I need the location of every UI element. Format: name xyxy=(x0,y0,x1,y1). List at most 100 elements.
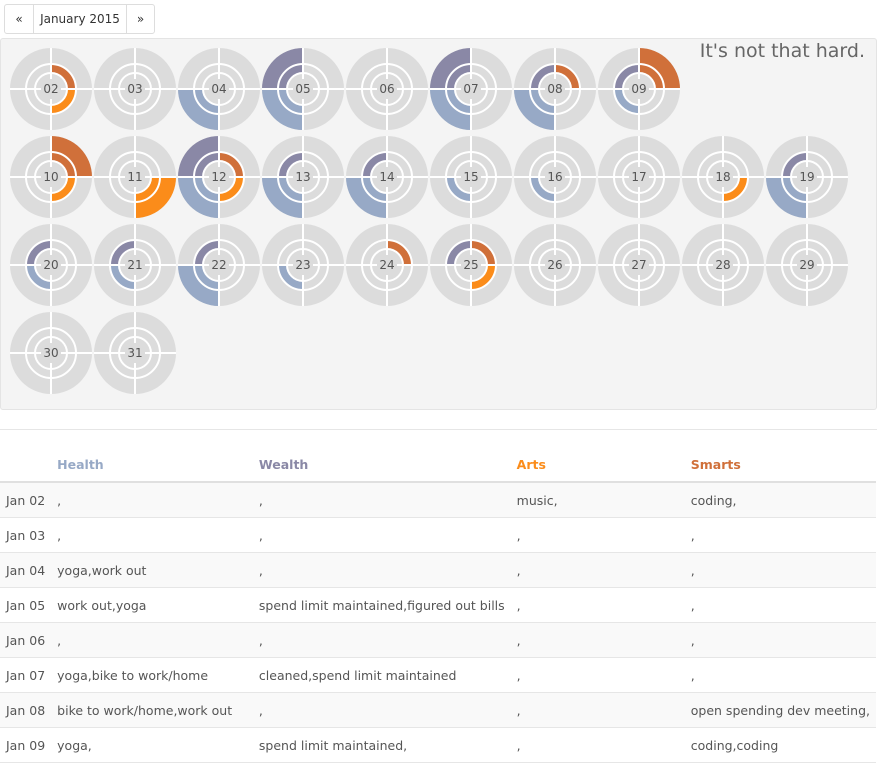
day-number: 29 xyxy=(799,258,814,272)
calendar-day-23[interactable]: 23 xyxy=(262,224,344,306)
calendar-day-13[interactable]: 13 xyxy=(262,136,344,218)
day-number: 17 xyxy=(631,170,646,184)
health-segment xyxy=(262,89,303,130)
health-segment xyxy=(178,177,219,218)
current-month-button[interactable]: January 2015 xyxy=(34,5,127,33)
cell-wealth: cleaned,spend limit maintained xyxy=(252,657,511,693)
wealth-segment xyxy=(110,240,135,265)
table-row: Jan 08 bike to work/home,work out,, open s… xyxy=(0,692,876,728)
calendar-day-10[interactable]: 10 xyxy=(10,136,92,218)
day-center xyxy=(293,255,313,275)
day-number: 28 xyxy=(715,258,730,272)
table-row: Jan 07 yoga,bike to work/home cleaned,spen… xyxy=(0,657,876,693)
next-month-button[interactable]: » xyxy=(136,12,145,26)
calendar-day-21[interactable]: 21 xyxy=(94,224,176,306)
calendar-day-17[interactable]: 17 xyxy=(598,136,680,218)
arts-segment xyxy=(135,177,176,218)
cell-arts: , xyxy=(510,552,685,588)
cell-smarts: open spending dev meeting, xyxy=(684,692,876,728)
arts-segment xyxy=(51,177,76,202)
calendar-day-19[interactable]: 19 xyxy=(766,136,848,218)
calendar-day-07[interactable]: 07 xyxy=(430,48,512,130)
calendar-day-11[interactable]: 11 xyxy=(94,136,176,218)
cell-health: work out,yoga xyxy=(51,587,253,623)
calendar-day-27[interactable]: 27 xyxy=(598,224,680,306)
calendar-day-04[interactable]: 04 xyxy=(178,48,260,130)
day-center xyxy=(293,79,313,99)
wealth-segment xyxy=(530,64,555,89)
calendar-day-29[interactable]: 29 xyxy=(766,224,848,306)
day-center xyxy=(41,167,61,187)
calendar-day-18[interactable]: 18 xyxy=(682,136,764,218)
day-number: 22 xyxy=(211,258,226,272)
day-number: 19 xyxy=(799,170,814,184)
calendar-day-06[interactable]: 06 xyxy=(346,48,428,130)
health-segment xyxy=(530,177,555,202)
arts-segment xyxy=(51,89,76,114)
day-number: 25 xyxy=(463,258,478,272)
table-row: Jan 09 yoga, spend limit maintained,, codin… xyxy=(0,727,876,763)
wealth-segment xyxy=(178,136,219,177)
day-number: 02 xyxy=(43,82,58,96)
health-segment xyxy=(262,177,303,218)
calendar-day-25[interactable]: 25 xyxy=(430,224,512,306)
calendar-day-31[interactable]: 31 xyxy=(94,312,176,394)
cell-date: Jan 08 xyxy=(0,692,52,728)
day-number: 24 xyxy=(379,258,394,272)
day-number: 31 xyxy=(127,346,142,360)
prev-month-button[interactable]: « xyxy=(5,5,34,33)
day-center xyxy=(629,79,649,99)
health-segment xyxy=(346,177,387,218)
calendar-day-30[interactable]: 30 xyxy=(10,312,92,394)
health-segment xyxy=(362,177,387,202)
calendar-day-15[interactable]: 15 xyxy=(430,136,512,218)
table-header-row: Health Wealth Arts Smarts xyxy=(0,447,876,483)
day-number: 13 xyxy=(295,170,310,184)
calendar-day-03[interactable]: 03 xyxy=(94,48,176,130)
arts-segment xyxy=(219,177,244,202)
cell-date: Jan 04 xyxy=(0,552,52,588)
calendar-day-28[interactable]: 28 xyxy=(682,224,764,306)
day-center xyxy=(125,79,145,99)
day-center xyxy=(545,79,565,99)
health-segment xyxy=(446,177,471,202)
calendar-day-26[interactable]: 26 xyxy=(514,224,596,306)
smarts-segment xyxy=(639,64,664,89)
day-number: 06 xyxy=(379,82,394,96)
calendar-day-08[interactable]: 08 xyxy=(514,48,596,130)
cell-wealth: spend limit maintained,figured out bills xyxy=(252,587,511,623)
smarts-segment xyxy=(555,64,580,89)
wealth-segment xyxy=(362,152,387,177)
calendar-day-12[interactable]: 12 xyxy=(178,136,260,218)
calendar-day-05[interactable]: 05 xyxy=(262,48,344,130)
day-center xyxy=(293,167,313,187)
month-pager: « January 2015 » xyxy=(4,4,155,34)
tagline: It's not that hard. xyxy=(699,40,865,62)
day-center xyxy=(41,343,61,363)
activity-table: Health Wealth Arts Smarts Jan 02,, music,… xyxy=(0,447,876,763)
calendar-day-09[interactable]: 09 xyxy=(598,48,680,130)
calendar-day-16[interactable]: 16 xyxy=(514,136,596,218)
day-number: 03 xyxy=(127,82,142,96)
smarts-segment xyxy=(471,240,496,265)
day-center xyxy=(797,255,817,275)
calendar-day-24[interactable]: 24 xyxy=(346,224,428,306)
cell-smarts: , xyxy=(684,552,876,588)
calendar-day-14[interactable]: 14 xyxy=(346,136,428,218)
day-number: 23 xyxy=(295,258,310,272)
calendar-grid: 02 03 04 05 06 07 08 09 10 11 12 13 14 15 16 17 18 19 20 21… xyxy=(10,48,848,394)
cell-wealth: spend limit maintained, xyxy=(252,727,511,763)
day-number: 05 xyxy=(295,82,310,96)
cell-smarts: coding,coding xyxy=(684,727,876,763)
cell-health: yoga,work out xyxy=(51,552,253,588)
header-arts: Arts xyxy=(510,447,685,483)
arts-segment xyxy=(135,177,160,202)
arts-segment xyxy=(471,265,496,290)
wealth-segment xyxy=(262,48,303,89)
day-center xyxy=(125,343,145,363)
calendar-day-02[interactable]: 02 xyxy=(10,48,92,130)
calendar-day-22[interactable]: 22 xyxy=(178,224,260,306)
day-number: 20 xyxy=(43,258,58,272)
calendar-day-20[interactable]: 20 xyxy=(10,224,92,306)
cell-arts: , xyxy=(510,657,685,693)
